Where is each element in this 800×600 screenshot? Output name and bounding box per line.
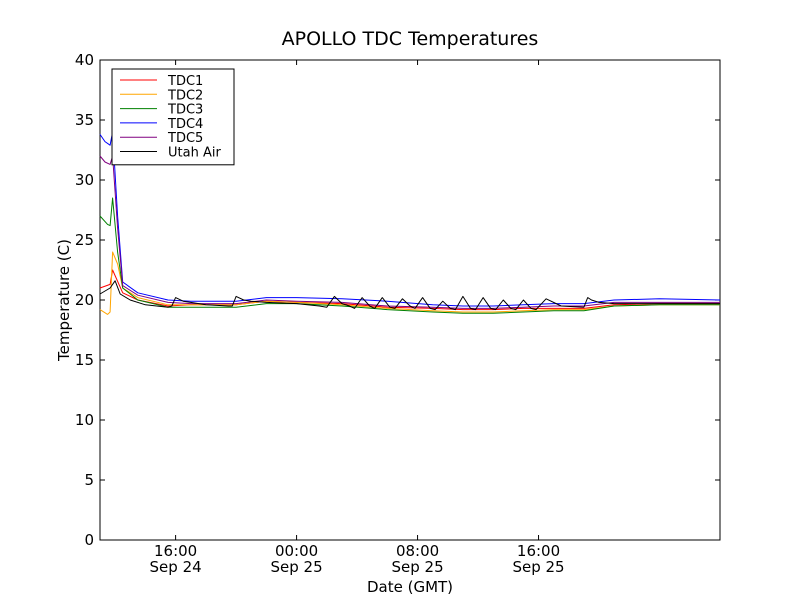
x-tick-time-label: 16:00 [517,542,560,560]
x-axis-label: Date (GMT) [367,578,453,596]
x-tick-date-label: Sep 24 [150,558,202,576]
x-tick-time-label: 16:00 [154,542,197,560]
x-tick-date-label: Sep 25 [512,558,564,576]
y-tick-label: 20 [75,291,94,309]
y-tick-label: 10 [75,411,94,429]
legend-label-tdc2: TDC2 [167,88,203,103]
series-line-tdc4 [99,131,721,307]
series-line-tdc2 [99,251,720,315]
y-axis-label: Temperature (C) [55,239,73,362]
y-tick-label: 40 [75,51,94,69]
x-tick-time-label: 00:00 [275,542,318,560]
legend-label-tdc4: TDC4 [167,117,203,132]
y-tick-label: 5 [84,471,94,489]
y-tick-label: 35 [75,111,94,129]
legend-label-tdc3: TDC3 [167,103,203,118]
legend-label-tdc5: TDC5 [167,131,203,146]
x-tick-time-label: 08:00 [396,542,439,560]
chart-title: APOLLO TDC Temperatures [282,28,539,50]
y-tick-label: 0 [84,531,94,549]
legend-label-tdc1: TDC1 [167,74,203,89]
legend-label-utah-air: Utah Air [168,146,221,161]
y-tick-label: 15 [75,351,94,369]
y-tick-label: 25 [75,231,94,249]
x-tick-date-label: Sep 25 [271,558,323,576]
x-tick-date-label: Sep 25 [391,558,443,576]
y-tick-label: 30 [75,171,94,189]
legend-box [111,68,235,166]
series-line-utah-air [99,280,720,311]
